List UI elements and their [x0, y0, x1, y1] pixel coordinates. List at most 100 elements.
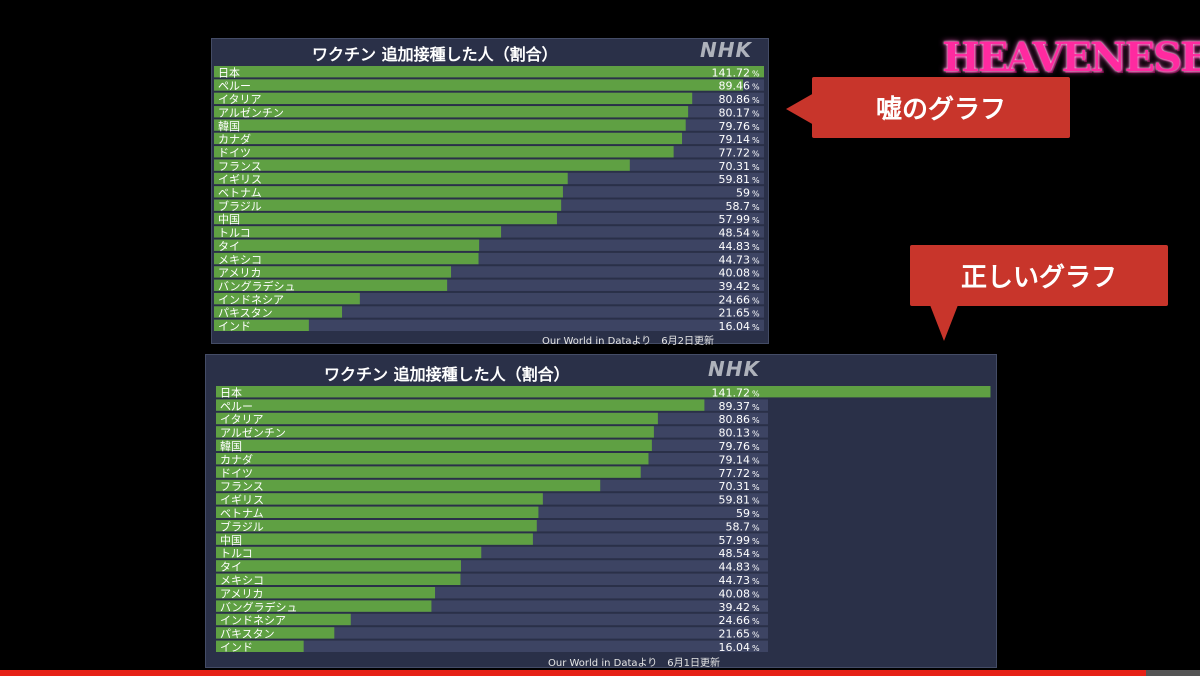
category-label: トルコ: [218, 227, 251, 240]
heavenese-logo: HEAVENESE: [942, 34, 1200, 81]
percent-sign: %: [752, 136, 760, 145]
bar-chart-correct: 日本 141.72 % ペルー 89.37 % イタリア 80.86 % アルゼンチン 80.13%…: [216, 385, 991, 654]
chart-source: Our World in Dataより 6月2日更新: [542, 336, 715, 347]
value-label: 57.99: [719, 213, 751, 226]
percent-sign: %: [752, 403, 760, 412]
percent-sign: %: [752, 443, 760, 452]
percent-sign: %: [752, 149, 760, 158]
bar: [216, 479, 601, 492]
callout-correct-graph: 正しいグラフ: [910, 245, 1168, 306]
value-label: 79.76: [719, 440, 751, 453]
category-label: アルゼンチン: [220, 427, 286, 440]
bar: [216, 453, 649, 465]
percent-sign: %: [752, 96, 760, 105]
value-label: 44.83: [719, 240, 751, 253]
category-label: 日本: [218, 65, 240, 79]
value-label: 39.42: [719, 280, 751, 293]
bar: [214, 159, 630, 171]
callout-arrow-fake: [786, 93, 814, 125]
callout-fake-graph: 嘘のグラフ: [812, 77, 1070, 138]
percent-sign: %: [752, 296, 760, 305]
percent-sign: %: [752, 83, 760, 92]
value-label: 58.7: [726, 200, 751, 213]
category-label: インド: [218, 320, 251, 333]
value-label: 70.31: [719, 160, 751, 173]
percent-sign: %: [752, 190, 760, 199]
percent-sign: %: [752, 617, 760, 626]
bar: [216, 627, 335, 639]
value-label: 48.54: [719, 227, 751, 240]
chart-title: ワクチン 追加接種した人（割合）: [324, 365, 570, 384]
value-label: 80.86: [719, 93, 751, 106]
bar: [214, 319, 309, 331]
category-label: インドネシア: [220, 614, 286, 627]
value-label: 48.54: [719, 547, 751, 560]
bar-track: [216, 627, 768, 639]
value-label: 24.66: [719, 293, 751, 306]
bar: [214, 186, 563, 198]
category-label: メキシコ: [218, 253, 262, 266]
value-label: 80.13: [719, 427, 751, 440]
percent-sign: %: [752, 323, 760, 332]
value-label: 44.73: [719, 253, 751, 266]
percent-sign: %: [752, 523, 760, 532]
category-label: カナダ: [218, 132, 251, 146]
bar: [214, 106, 689, 118]
bar-chart-fake: 日本 141.72 % ペルー 89.46 % イタリア 80.86 % アルゼンチン 80.17%…: [214, 65, 764, 333]
percent-sign: %: [752, 416, 760, 425]
percent-sign: %: [752, 537, 760, 546]
percent-sign: %: [752, 631, 760, 640]
percent-sign: %: [752, 256, 760, 265]
category-label: 韓国: [220, 440, 242, 453]
value-label: 80.86: [719, 413, 751, 426]
bar: [216, 573, 461, 585]
bar: [214, 266, 452, 278]
category-label: トルコ: [220, 547, 253, 560]
bar: [214, 199, 562, 211]
category-label: カナダ: [220, 452, 253, 466]
bar: [216, 533, 533, 545]
category-label: アルゼンチン: [218, 106, 284, 119]
bar: [214, 239, 480, 251]
category-label: イギリス: [220, 494, 264, 507]
bar-track: [216, 640, 768, 652]
category-label: 中国: [218, 213, 240, 226]
category-label: ペルー: [218, 80, 251, 93]
category-label: インド: [220, 641, 253, 654]
bar: [216, 587, 436, 599]
bar: [216, 520, 537, 532]
percent-sign: %: [752, 550, 760, 559]
callout-arrow-correct: [930, 305, 958, 341]
value-label: 44.83: [719, 561, 751, 574]
percent-sign: %: [752, 430, 760, 439]
percent-sign: %: [752, 203, 760, 212]
bar-track: [216, 613, 768, 626]
value-label: 77.72: [719, 146, 751, 159]
bar: [214, 79, 744, 91]
chart-panel-fake: ワクチン 追加接種した人（割合） NHK 日本 141.72% ペルー 89.46% イ…: [211, 38, 769, 347]
category-label: アメリカ: [220, 587, 263, 600]
category-label: タイ: [218, 240, 240, 253]
bar: [214, 92, 693, 105]
category-label: パキスタン: [218, 307, 273, 320]
category-label: イタリア: [218, 93, 262, 106]
value-label: 39.42: [719, 601, 751, 614]
bar-track: [216, 573, 768, 585]
video-progress-bar[interactable]: [0, 670, 1200, 676]
bar: [216, 613, 351, 626]
chart-panel-correct: ワクチン 追加接種した人（割合） NHK 日本 141.72% ペルー 89.37% イ…: [205, 354, 997, 669]
nhk-logo: NHK: [700, 38, 752, 62]
bar: [216, 386, 991, 398]
value-label: 59.81: [719, 173, 751, 186]
bar: [214, 292, 360, 305]
bar-track: [214, 292, 764, 305]
percent-sign: %: [752, 310, 760, 319]
percent-sign: %: [752, 644, 760, 653]
bar-track: [216, 560, 768, 572]
bar-track: [214, 252, 764, 265]
percent-sign: %: [752, 456, 760, 465]
percent-sign: %: [752, 577, 760, 586]
bar: [214, 172, 568, 185]
category-label: バングラデシュ: [220, 600, 298, 614]
category-label: ベトナム: [220, 507, 264, 520]
